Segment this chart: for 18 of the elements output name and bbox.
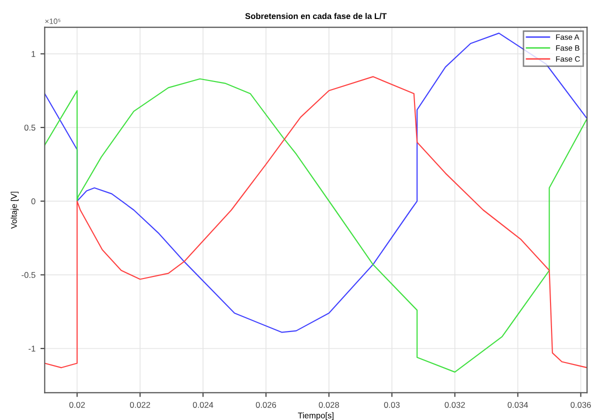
chart-title: Sobretension en cada fase de la L/T [245, 12, 387, 20]
y-tick-label: -0.5 [22, 272, 36, 278]
x-tick-label: 0.036 [570, 402, 591, 408]
x-tick-label: 0.026 [256, 402, 276, 408]
y-tick-label: 0 [31, 198, 36, 204]
x-axis-title: Tiempo[s] [298, 412, 334, 420]
x-tick-label: 0.034 [508, 402, 528, 408]
x-tick-label: 0.024 [192, 402, 214, 408]
y-axis-title: Voltaje [V] [10, 192, 19, 229]
x-tick-label: 0.028 [318, 402, 340, 408]
y-tick-label: 1 [32, 51, 36, 57]
x-tick-label: 0.03 [384, 402, 400, 408]
y-tick-label: 0.5 [24, 124, 36, 131]
y-tick-label: -1 [28, 346, 36, 352]
line-series [44, 32, 588, 333]
x-tick-label: 0.032 [444, 402, 465, 408]
x-tick-label: 0.02 [69, 402, 85, 408]
x-tick-label: 0.022 [130, 402, 150, 408]
